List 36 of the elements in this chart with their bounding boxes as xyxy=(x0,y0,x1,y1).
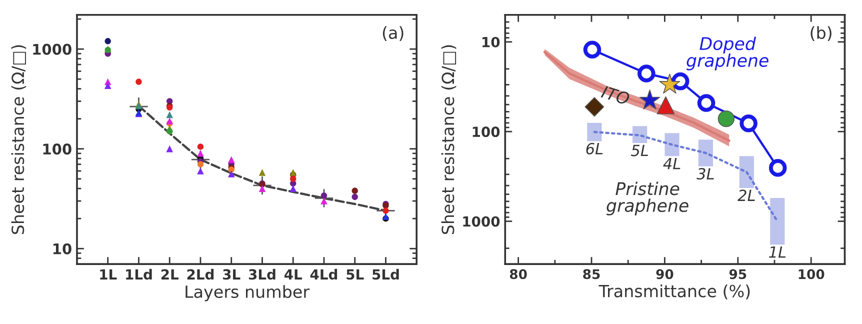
y-tick-label: 100 xyxy=(472,126,500,138)
x-tick-label: 4L xyxy=(284,269,302,280)
y-tick-label: 1000 xyxy=(33,44,72,55)
x-tick-label: 3Ld xyxy=(248,268,276,280)
annotation: 2L xyxy=(738,190,755,201)
y-axis-title: Sheet resistance (Ω/□) xyxy=(441,45,456,234)
x-tick-label: 3L xyxy=(223,269,240,280)
series-label: Pristine graphene xyxy=(606,182,688,216)
annotation: 6L xyxy=(586,142,603,154)
x-tick-label: 95 xyxy=(729,269,746,280)
x-tick-label: 100 xyxy=(798,269,824,280)
annotation: (a) xyxy=(382,26,404,41)
x-tick-label: 5Ld xyxy=(372,268,399,280)
text: ITO xyxy=(600,85,630,106)
y-tick-label: 100 xyxy=(43,144,72,155)
x-tick-label: 1L xyxy=(100,269,117,280)
x-tick-label: 4Ld xyxy=(310,268,338,280)
x-tick-label: 85 xyxy=(583,269,600,280)
y-tick-label: 1000 xyxy=(463,216,500,227)
y-axis-title: Sheet resistance (Ω/□) xyxy=(11,45,26,234)
y-tick-label: 10 xyxy=(53,243,72,254)
annotation: (b) xyxy=(810,26,832,41)
x-tick-label: 1Ld xyxy=(126,268,152,280)
x-tick-label: 2L xyxy=(161,269,178,280)
x-tick-label: 5L xyxy=(346,269,364,280)
x-tick-label: 2Ld xyxy=(187,268,214,280)
series-label: Doped graphene xyxy=(686,36,768,70)
x-tick-label: 90 xyxy=(656,269,674,280)
annotation: 5L xyxy=(631,144,648,156)
y-tick-label: 10 xyxy=(482,36,500,48)
x-axis-title: Layers number xyxy=(186,285,310,302)
x-axis-title: Transmittance (%) xyxy=(598,284,750,300)
annotation: 4L xyxy=(663,158,680,170)
x-tick-label: 80 xyxy=(510,269,527,280)
annotation: 1L xyxy=(769,246,786,258)
annotation: 3L xyxy=(696,168,714,180)
